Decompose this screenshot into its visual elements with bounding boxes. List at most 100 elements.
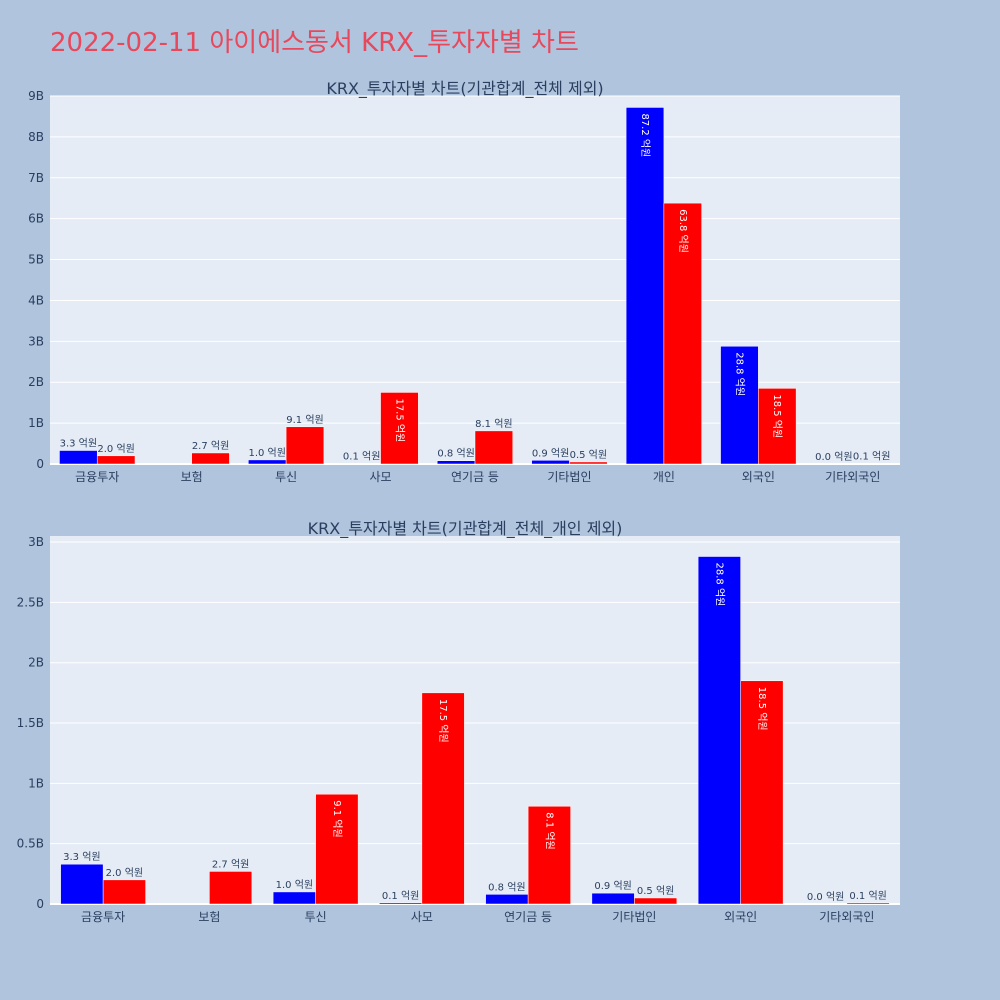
y-tick-label: 1.5B	[17, 716, 44, 730]
y-tick-label: 7B	[28, 171, 44, 185]
x-tick-label: 보험	[181, 470, 203, 484]
data-label: 28.8 억원	[733, 352, 745, 396]
x-tick-label: 투신	[275, 470, 297, 484]
bar-buy	[379, 902, 423, 905]
x-tick-label: 금융투자	[75, 470, 119, 484]
x-tick-label: 연기금 등	[451, 470, 499, 484]
chart-2: 0 0.5B 1B 1.5B 2B 2.5B 3B KRX_투자자별 차트(기관합계_전체_개…	[17, 519, 900, 924]
x-tick-label: 기타법인	[547, 470, 591, 484]
data-label: 28.8 억원	[713, 563, 725, 607]
data-label: 0.1 억원	[343, 451, 380, 463]
x-tick-label: 외국인	[742, 470, 775, 484]
data-label: 3.3 억원	[60, 438, 97, 450]
data-label: 0.1 억원	[382, 890, 419, 902]
x-tick-label: 개인	[653, 470, 675, 484]
x-tick-label: 기타법인	[612, 910, 656, 924]
bar-sell	[191, 452, 230, 465]
bar-sell	[474, 430, 514, 465]
x-tick-label: 외국인	[724, 910, 757, 924]
data-label: 0.9 억원	[532, 447, 569, 459]
bar-buy	[60, 863, 104, 905]
bar-sell	[634, 897, 678, 905]
data-label: 8.1 억원	[543, 812, 555, 849]
data-label: 87.2 억원	[639, 113, 651, 157]
data-label: 18.5 억원	[756, 687, 768, 731]
subplot-title: KRX_투자자별 차트(기관합계_전체 제외)	[326, 79, 603, 99]
bar-sell	[380, 392, 419, 465]
chart-1: 0 1B 2B 3B 4B 5B 6B 7B 8B 9B KRX_투자자별 차트(기관합계_전체 제…	[28, 79, 900, 484]
bar-sell	[209, 871, 253, 905]
data-label: 0.5 억원	[570, 449, 607, 461]
data-label: 0.0 억원	[815, 451, 852, 463]
x-tick-label: 사모	[411, 910, 433, 924]
y-tick-label: 1B	[28, 776, 44, 790]
bar-buy	[59, 450, 98, 465]
y-tick-label: 5B	[28, 253, 44, 267]
data-label: 63.8 억원	[677, 209, 689, 253]
bar-buy	[697, 556, 741, 905]
bar-buy	[531, 460, 570, 465]
bar-sell	[740, 680, 784, 905]
x-tick-label: 연기금 등	[504, 910, 552, 924]
data-label: 0.8 억원	[488, 881, 525, 893]
y-tick-label: 3B	[28, 334, 44, 348]
x-tick-label: 보험	[198, 910, 220, 924]
bar-sell	[102, 879, 146, 905]
x-tick-label: 사모	[370, 470, 392, 484]
data-label: 1.0 억원	[276, 879, 313, 891]
y-tick-label: 8B	[28, 130, 44, 144]
bar-buy	[436, 460, 476, 465]
bar-sell	[846, 902, 890, 905]
y-tick-label: 9B	[28, 89, 44, 103]
x-tick-label: 투신	[305, 910, 327, 924]
bar-sell	[285, 426, 325, 465]
y-tick-label: 2B	[28, 375, 44, 389]
y-tick-label: 3B	[28, 535, 44, 549]
data-label: 0.1 억원	[849, 890, 886, 902]
data-label: 0.0 억원	[807, 891, 844, 903]
data-label: 2.0 억원	[97, 443, 134, 455]
data-label: 1.0 억원	[248, 447, 285, 459]
y-tick-label: 6B	[28, 212, 44, 226]
subplot-title: KRX_투자자별 차트(기관합계_전체_개인 제외)	[308, 519, 623, 539]
bar-buy	[272, 891, 316, 905]
data-label: 2.7 억원	[192, 440, 229, 452]
data-label: 8.1 억원	[475, 418, 512, 430]
data-label: 0.5 억원	[637, 885, 674, 897]
data-label: 9.1 억원	[331, 800, 343, 837]
bar-buy	[485, 894, 529, 905]
bar-sell	[758, 388, 797, 465]
y-tick-label: 0	[36, 897, 44, 911]
data-label: 2.7 억원	[212, 858, 249, 870]
bar-sell	[315, 793, 359, 905]
y-tick-label: 2.5B	[17, 595, 44, 609]
data-label: 0.8 억원	[437, 448, 474, 460]
bar-buy	[720, 345, 759, 465]
bar-sell	[421, 692, 465, 905]
page-title: 2022-02-11 아이에스동서 KRX_투자자별 차트	[50, 28, 579, 58]
data-label: 17.5 억원	[437, 699, 449, 743]
data-label: 17.5 억원	[393, 398, 405, 442]
y-tick-label: 2B	[28, 656, 44, 670]
bar-sell	[663, 202, 702, 465]
y-tick-label: 1B	[28, 416, 44, 430]
x-tick-label: 기타외국인	[825, 470, 880, 484]
data-label: 3.3 억원	[63, 851, 100, 863]
x-tick-label: 금융투자	[81, 910, 125, 924]
bar-sell	[96, 455, 136, 465]
data-label: 0.9 억원	[594, 880, 631, 892]
bar-buy	[625, 107, 665, 465]
x-tick-label: 기타외국인	[819, 910, 874, 924]
data-label: 18.5 억원	[771, 394, 783, 438]
data-label: 9.1 억원	[286, 414, 323, 426]
bar-buy	[248, 459, 287, 465]
y-tick-label: 0	[36, 457, 44, 471]
data-label: 2.0 억원	[106, 867, 143, 879]
data-label: 0.1 억원	[853, 451, 890, 463]
y-tick-label: 4B	[28, 293, 44, 307]
bar-sell	[569, 461, 608, 465]
bar-sell	[527, 806, 571, 905]
y-tick-label: 0.5B	[17, 837, 44, 851]
bar-buy	[591, 892, 635, 905]
